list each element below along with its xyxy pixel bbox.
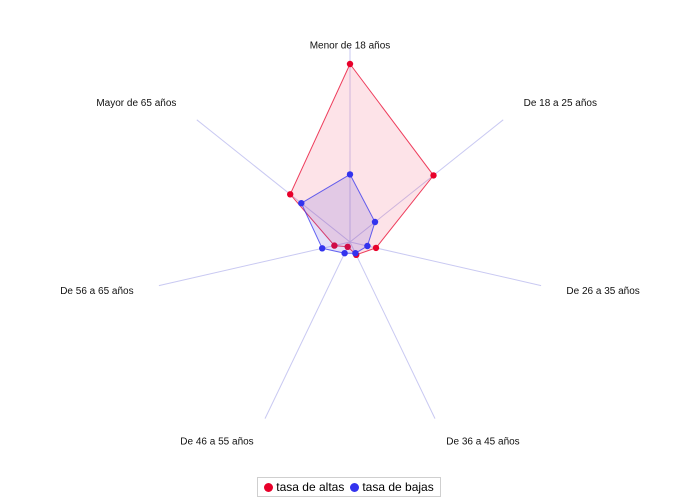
- legend-item-bajas[interactable]: tasa de bajas: [350, 480, 434, 494]
- point-tasa-de-altas-mayor-de-65-anos[interactable]: [287, 191, 294, 198]
- axis-line-de-26-a-35-anos: [349, 241, 542, 287]
- point-tasa-de-altas-de-18-a-25-anos[interactable]: [430, 172, 437, 179]
- legend-marker-bajas: [350, 482, 360, 492]
- axis-label-de-56-a-65-anos: De 56 a 65 años: [60, 286, 133, 297]
- point-tasa-de-altas-menor-de-18-anos[interactable]: [346, 60, 354, 68]
- point-tasa-de-bajas-de-56-a-65-anos[interactable]: [319, 245, 326, 252]
- point-tasa-de-bajas-de-36-a-45-anos[interactable]: [352, 250, 359, 257]
- legend-label-bajas: tasa de bajas: [362, 480, 434, 494]
- point-tasa-de-bajas-de-18-a-25-anos[interactable]: [371, 218, 379, 226]
- point-tasa-de-bajas-de-46-a-55-anos[interactable]: [341, 250, 348, 257]
- series-area-tasa-de-bajas: [300, 173, 376, 254]
- legend-marker-altas: [264, 482, 274, 492]
- point-tasa-de-altas-de-26-a-35-anos[interactable]: [372, 244, 380, 252]
- point-tasa-de-bajas-de-26-a-35-anos[interactable]: [364, 242, 371, 250]
- point-tasa-de-altas-de-46-a-55-anos[interactable]: [344, 243, 351, 250]
- series-area-tasa-de-altas: [289, 63, 435, 256]
- point-tasa-de-bajas-mayor-de-65-anos[interactable]: [298, 200, 305, 207]
- radar-series: [287, 60, 437, 258]
- axis-label-mayor-de-65-anos: Mayor de 65 años: [96, 98, 176, 109]
- axis-label-de-46-a-55-anos: De 46 a 55 años: [180, 437, 253, 448]
- axis-label-de-36-a-45-anos: De 36 a 45 años: [446, 437, 519, 448]
- axis-line-de-46-a-55-anos: [264, 241, 351, 419]
- axis-line-de-56-a-65-anos: [158, 241, 351, 287]
- series-tasa-de-altas: [287, 60, 437, 258]
- legend-item-altas[interactable]: tasa de altas: [264, 480, 344, 494]
- series-tasa-de-bajas: [298, 171, 379, 257]
- legend-label-altas: tasa de altas: [276, 480, 345, 494]
- point-tasa-de-bajas-menor-de-18-anos[interactable]: [346, 171, 354, 178]
- axis-label-de-18-a-25-anos: De 18 a 25 años: [524, 98, 597, 109]
- legend: tasa de altas tasa de bajas: [257, 477, 441, 497]
- axis-label-de-26-a-35-anos: De 26 a 35 años: [566, 286, 639, 297]
- axis-line-de-36-a-45-anos: [349, 241, 436, 419]
- axis-labels: Menor de 18 años De 18 a 25 años De 26 a 3…: [60, 41, 640, 448]
- axis-label-menor-de-18-anos: Menor de 18 años: [310, 41, 391, 52]
- point-tasa-de-altas-de-56-a-65-anos[interactable]: [331, 242, 338, 249]
- axis-line-mayor-de-65-anos: [196, 119, 351, 243]
